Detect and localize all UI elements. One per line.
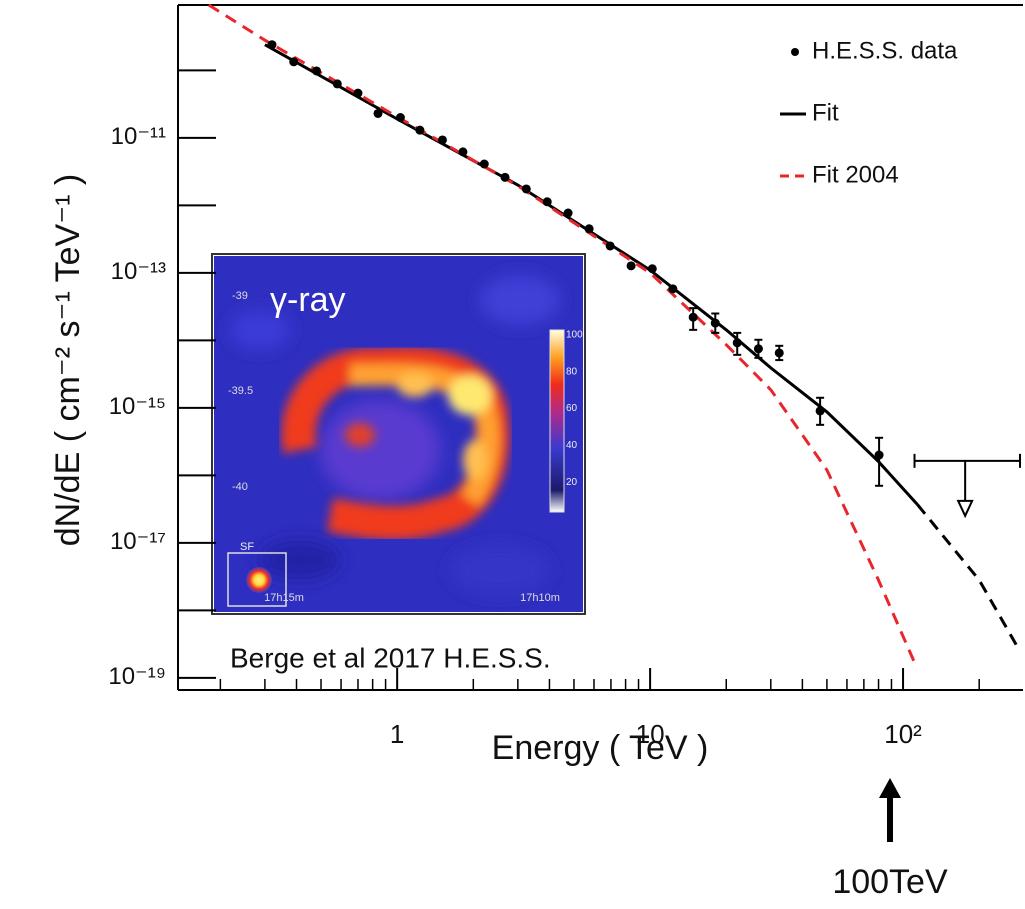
x-axis-label: Energy ( TeV ) <box>492 729 709 767</box>
data-point <box>585 224 594 233</box>
x-tick-label: 1 <box>390 719 404 749</box>
data-point <box>733 338 742 347</box>
upper-limit-arrowhead <box>958 501 972 516</box>
data-point <box>333 79 342 88</box>
legend-label: Fit 2004 <box>812 161 899 188</box>
data-point <box>711 319 720 328</box>
colorbar-label: 40 <box>566 440 578 451</box>
data-point <box>775 348 784 357</box>
annotation-arrowhead <box>879 778 901 798</box>
data-point <box>648 264 657 273</box>
data-point <box>875 451 884 460</box>
data-point <box>606 241 615 250</box>
data-point <box>522 184 531 193</box>
colorbar-label: 100 <box>566 330 583 341</box>
dec-label: -39 <box>232 290 248 302</box>
data-point <box>353 89 362 98</box>
y-tick-label: 10⁻¹¹ <box>111 123 166 150</box>
legend-label: H.E.S.S. data <box>812 37 958 64</box>
y-tick-label: 10⁻¹⁵ <box>109 393 166 420</box>
annotation: 100TeV <box>832 863 948 901</box>
psf-spot <box>246 567 272 593</box>
data-point <box>480 159 489 168</box>
ra-label: 17h10m <box>520 592 560 604</box>
fit-extrapolation <box>917 505 1016 645</box>
data-point <box>438 135 447 144</box>
dec-label: -40 <box>232 481 248 493</box>
data-point <box>816 406 825 415</box>
y-tick-label: 10⁻¹⁷ <box>110 528 166 555</box>
legend-marker <box>791 48 799 56</box>
data-point <box>564 209 573 218</box>
inset-title: γ-ray <box>270 281 346 319</box>
colorbar-label: 80 <box>566 366 578 377</box>
data-point <box>267 40 276 49</box>
data-point <box>627 261 636 270</box>
data-point <box>396 113 405 122</box>
inset-map: γ-ray -39 -39.5 -40 17h15m 17h10m SF <box>212 254 585 614</box>
caption: Berge et al 2017 H.E.S.S. <box>230 642 551 673</box>
colorbar-label: 20 <box>566 477 578 488</box>
legend-label: Fit <box>812 99 839 126</box>
x-tick-label: 10 <box>636 719 665 749</box>
data-point <box>289 57 298 66</box>
data-point <box>668 284 677 293</box>
data-point <box>312 66 321 75</box>
data-point <box>754 344 763 353</box>
ra-label: 17h15m <box>264 592 304 604</box>
data-point <box>374 109 383 118</box>
data-point <box>458 147 467 156</box>
colorbar <box>550 330 564 512</box>
data-point <box>543 197 552 206</box>
y-tick-label: 10⁻¹⁹ <box>108 663 166 690</box>
dec-label: -39.5 <box>228 385 253 397</box>
data-point <box>501 173 510 182</box>
y-tick-label: 10⁻¹³ <box>111 258 166 285</box>
x-tick-label: 10² <box>884 719 922 749</box>
y-axis-label: dN/dE ( cm⁻² s⁻¹ TeV⁻¹ ) <box>49 174 87 546</box>
psf-label: SF <box>240 541 254 553</box>
data-point <box>689 313 698 322</box>
data-point <box>415 126 424 135</box>
chart: γ-ray -39 -39.5 -40 17h15m 17h10m SF Ber… <box>0 0 1025 909</box>
colorbar-label: 60 <box>566 403 578 414</box>
